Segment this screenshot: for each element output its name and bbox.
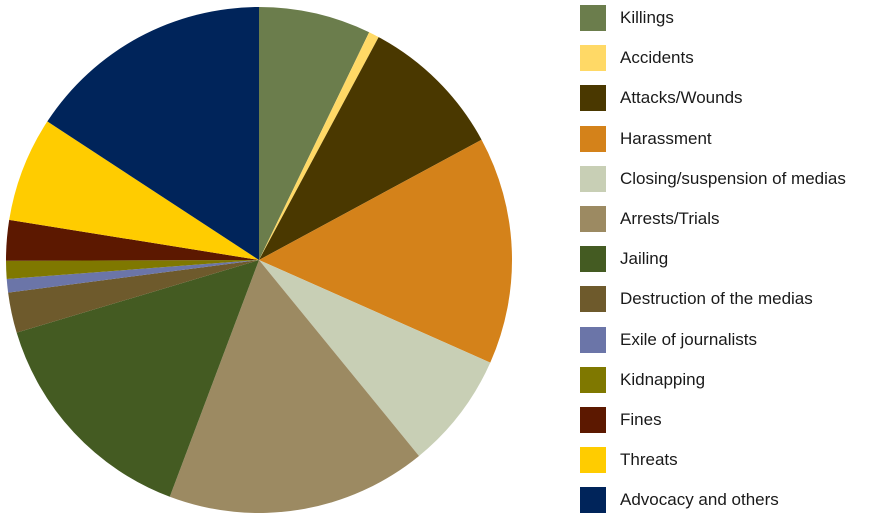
legend-swatch — [580, 85, 606, 111]
legend-label: Destruction of the medias — [620, 289, 813, 309]
legend-item: Attacks/Wounds — [580, 85, 846, 111]
legend-swatch — [580, 487, 606, 513]
legend-label: Killings — [620, 8, 674, 28]
legend-label: Threats — [620, 450, 678, 470]
pie-chart — [0, 0, 520, 514]
legend-swatch — [580, 286, 606, 312]
legend-swatch — [580, 447, 606, 473]
legend-swatch — [580, 206, 606, 232]
legend-item: Jailing — [580, 246, 846, 272]
legend-swatch — [580, 246, 606, 272]
legend-label: Attacks/Wounds — [620, 88, 743, 108]
legend-label: Fines — [620, 410, 662, 430]
legend-item: Closing/suspension of medias — [580, 166, 846, 192]
legend-swatch — [580, 126, 606, 152]
legend-label: Advocacy and others — [620, 490, 779, 510]
legend-label: Closing/suspension of medias — [620, 169, 846, 189]
legend-label: Kidnapping — [620, 370, 705, 390]
legend-item: Accidents — [580, 45, 846, 71]
chart-legend: Killings Accidents Attacks/Wounds Harassmen… — [580, 5, 846, 514]
legend-swatch — [580, 327, 606, 353]
legend-item: Exile of journalists — [580, 327, 846, 353]
legend-item: Fines — [580, 407, 846, 433]
legend-item: Harassment — [580, 126, 846, 152]
legend-swatch — [580, 5, 606, 31]
legend-label: Exile of journalists — [620, 330, 757, 350]
legend-item: Kidnapping — [580, 367, 846, 393]
legend-item: Arrests/Trials — [580, 206, 846, 232]
legend-swatch — [580, 407, 606, 433]
legend-label: Harassment — [620, 129, 712, 149]
legend-label: Arrests/Trials — [620, 209, 720, 229]
legend-swatch — [580, 166, 606, 192]
legend-item: Threats — [580, 447, 846, 473]
legend-label: Jailing — [620, 249, 668, 269]
legend-item: Killings — [580, 5, 846, 31]
legend-swatch — [580, 45, 606, 71]
legend-item: Destruction of the medias — [580, 286, 846, 312]
legend-item: Advocacy and others — [580, 487, 846, 513]
legend-swatch — [580, 367, 606, 393]
legend-label: Accidents — [620, 48, 694, 68]
